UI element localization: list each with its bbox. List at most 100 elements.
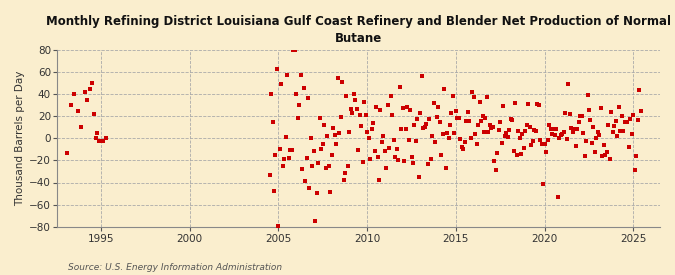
Point bbox=[301, 155, 312, 160]
Point bbox=[527, 139, 538, 143]
Point bbox=[448, 93, 458, 98]
Point bbox=[560, 111, 571, 116]
Point bbox=[440, 165, 451, 170]
Point bbox=[587, 140, 597, 145]
Point bbox=[531, 129, 541, 133]
Point bbox=[357, 160, 368, 164]
Point bbox=[291, 92, 302, 97]
Point bbox=[367, 126, 377, 131]
Point bbox=[595, 106, 606, 111]
Point bbox=[480, 116, 491, 120]
Point bbox=[353, 148, 364, 152]
Point bbox=[622, 120, 633, 125]
Point bbox=[492, 151, 503, 155]
Point bbox=[271, 67, 282, 72]
Point bbox=[548, 127, 559, 131]
Text: Source: U.S. Energy Information Administration: Source: U.S. Energy Information Administ… bbox=[68, 263, 281, 272]
Point bbox=[460, 140, 470, 145]
Point bbox=[569, 127, 580, 131]
Point bbox=[535, 138, 545, 142]
Point bbox=[297, 167, 308, 171]
Point bbox=[392, 147, 402, 151]
Point bbox=[323, 164, 334, 168]
Point bbox=[483, 130, 494, 134]
Point bbox=[456, 145, 467, 149]
Point bbox=[285, 148, 296, 152]
Point bbox=[409, 122, 420, 127]
Point bbox=[65, 103, 76, 108]
Point bbox=[310, 219, 321, 223]
Point bbox=[593, 130, 603, 134]
Point bbox=[430, 140, 441, 144]
Point bbox=[277, 164, 288, 169]
Point bbox=[493, 127, 504, 132]
Point bbox=[340, 170, 350, 175]
Point bbox=[547, 131, 558, 136]
Point bbox=[88, 112, 99, 116]
Point bbox=[302, 96, 313, 100]
Point bbox=[476, 119, 487, 123]
Point bbox=[566, 125, 576, 130]
Point bbox=[558, 130, 569, 134]
Point bbox=[396, 127, 406, 131]
Point bbox=[474, 100, 485, 104]
Point bbox=[354, 113, 365, 118]
Point bbox=[423, 162, 433, 167]
Point bbox=[276, 82, 287, 86]
Point bbox=[403, 138, 414, 142]
Point bbox=[350, 98, 360, 102]
Point bbox=[585, 118, 596, 122]
Point bbox=[369, 149, 380, 153]
Point bbox=[398, 105, 408, 110]
Point bbox=[452, 115, 463, 120]
Point bbox=[454, 116, 464, 120]
Point bbox=[471, 142, 482, 146]
Point bbox=[511, 152, 522, 157]
Point bbox=[331, 142, 342, 147]
Point bbox=[363, 136, 374, 140]
Point bbox=[512, 129, 523, 134]
Point bbox=[504, 128, 514, 133]
Point bbox=[445, 123, 456, 127]
Point bbox=[481, 95, 492, 99]
Point bbox=[618, 129, 628, 134]
Point bbox=[628, 113, 639, 117]
Point bbox=[393, 158, 404, 162]
Point bbox=[501, 130, 512, 135]
Point bbox=[292, 116, 303, 120]
Point bbox=[300, 179, 310, 183]
Point bbox=[414, 174, 425, 179]
Point bbox=[101, 136, 111, 141]
Point bbox=[335, 115, 346, 119]
Point bbox=[85, 87, 96, 91]
Point bbox=[394, 85, 405, 89]
Point bbox=[554, 136, 565, 141]
Point bbox=[384, 146, 395, 150]
Point bbox=[390, 155, 401, 159]
Point bbox=[461, 119, 472, 123]
Point bbox=[286, 147, 297, 152]
Point bbox=[562, 137, 572, 142]
Point bbox=[82, 98, 92, 102]
Point bbox=[288, 48, 298, 53]
Point bbox=[76, 125, 87, 130]
Point bbox=[446, 110, 457, 115]
Point bbox=[625, 117, 636, 121]
Point bbox=[450, 109, 461, 114]
Point bbox=[290, 48, 300, 53]
Point bbox=[329, 133, 340, 137]
Point bbox=[304, 186, 315, 190]
Point bbox=[400, 127, 411, 131]
Point bbox=[421, 122, 432, 126]
Point bbox=[502, 134, 513, 139]
Point bbox=[524, 125, 535, 129]
Point bbox=[576, 114, 587, 118]
Point bbox=[402, 105, 412, 109]
Point bbox=[441, 131, 452, 135]
Point bbox=[332, 76, 343, 80]
Point bbox=[429, 101, 439, 105]
Point bbox=[545, 127, 556, 132]
Point bbox=[514, 136, 525, 141]
Point bbox=[342, 164, 353, 168]
Point bbox=[624, 145, 634, 149]
